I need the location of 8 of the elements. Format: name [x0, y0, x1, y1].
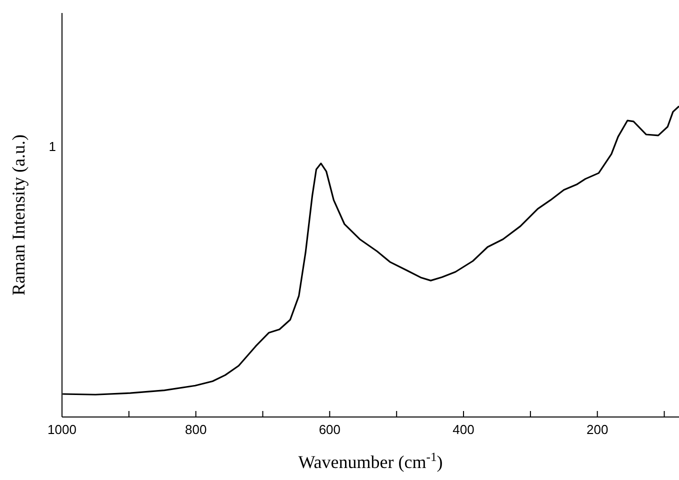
x-tick-label: 400	[452, 422, 474, 438]
text: 1	[48, 139, 56, 154]
x-tick-label: 1000	[48, 422, 76, 438]
y-axis-title: Raman Intensity (a.u.)	[8, 134, 28, 296]
x-tick-label: 600	[318, 422, 341, 438]
x-tick-label: 200	[586, 422, 608, 438]
x-axis-title: Wavenumber (cm$^{-1}$)	[298, 450, 443, 472]
x-tick-label: 800	[184, 422, 207, 438]
